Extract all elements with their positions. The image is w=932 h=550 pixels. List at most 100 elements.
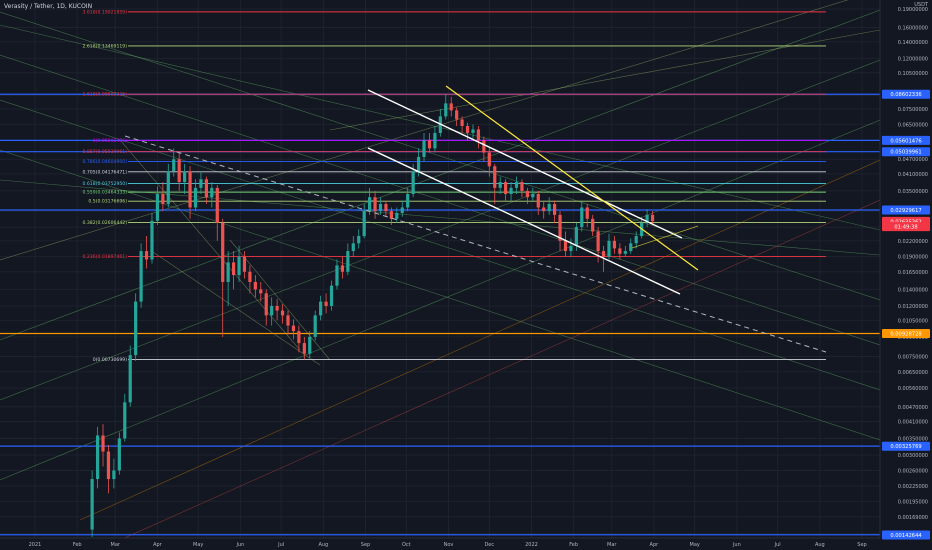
candle-body — [558, 214, 562, 241]
price-label-text: 0.02929617 — [890, 208, 921, 214]
candle-body — [645, 214, 649, 223]
price-tick-label: 0.00225000 — [898, 484, 928, 490]
candle-body — [221, 222, 225, 283]
candle-body — [351, 243, 355, 252]
candle-body — [563, 240, 568, 252]
price-axis[interactable]: 0.19000000 0.16000000 0.14000000 0.12000000… — [898, 7, 928, 537]
time-tick-label: 2022 — [525, 542, 538, 548]
price-label-text: 0.00325769 — [890, 444, 921, 450]
candle-body — [259, 289, 263, 294]
time-tick-label: Nov — [444, 542, 454, 548]
candle-body — [183, 171, 187, 183]
candle-body — [166, 171, 170, 204]
candle-body — [574, 227, 578, 246]
fib-label: 0.5(0.03176696) — [88, 199, 127, 205]
candle-body — [531, 194, 535, 198]
price-tick-label: 0.04700000 — [898, 157, 928, 163]
candle-body — [650, 214, 655, 222]
candle-body — [460, 119, 464, 127]
time-tick-label: Aug — [815, 542, 825, 548]
candle-body — [591, 218, 595, 232]
time-tick-label: Mar — [607, 542, 617, 548]
fib-label: 1.618(0.08602336) — [83, 92, 128, 98]
price-tick-label: 0.14000000 — [898, 40, 928, 46]
candle-body — [313, 315, 317, 337]
candle-body — [406, 194, 410, 208]
price-label-box — [882, 89, 930, 99]
candle-body — [580, 207, 584, 228]
time-tick-label: Feb — [569, 542, 578, 548]
price-tick-label: 0.00410000 — [898, 419, 928, 425]
candle-body — [444, 103, 448, 117]
candle-body — [357, 236, 361, 244]
time-tick-label: Jul — [774, 542, 781, 548]
candle-body — [525, 190, 529, 198]
candle-body — [95, 435, 100, 480]
fib-label: 0.705(0.04176471) — [83, 169, 128, 175]
price-tick-label: 0.01050000 — [898, 318, 928, 324]
candle-body — [427, 140, 432, 149]
time-tick-label: Oct — [402, 542, 411, 548]
candle-body — [389, 211, 393, 219]
grid-lines — [0, 0, 880, 538]
candle-body — [569, 245, 573, 252]
candle-body — [368, 197, 372, 212]
price-tick-label: 0.01200000 — [898, 304, 928, 310]
time-tick-label: Sep — [361, 542, 370, 548]
candle-body — [193, 187, 198, 208]
candle-body — [373, 197, 377, 212]
price-tick-label: 0.12000000 — [898, 56, 928, 62]
time-tick-label: Jul — [277, 542, 284, 548]
candle-body — [248, 271, 252, 283]
candle-body — [237, 256, 241, 276]
candle-body — [161, 194, 165, 204]
time-tick-label: Sep — [857, 542, 866, 548]
fib-label: 0.382(0.02606442) — [83, 220, 128, 226]
candle-body — [144, 251, 149, 260]
time-tick-label: Dec — [484, 542, 494, 548]
trend-lines[interactable] — [124, 85, 827, 353]
candle-body — [471, 129, 475, 133]
candle-body — [188, 171, 192, 208]
candle-body — [542, 207, 546, 212]
candle-body — [264, 293, 268, 316]
fib-label: 0(0.00730699) — [93, 357, 127, 363]
price-tick-label: 0.00350000 — [898, 436, 928, 442]
price-tick-label: 0.04100000 — [898, 172, 928, 178]
price-label-text: 0.05601476 — [890, 138, 921, 144]
fib-label: 0.618(0.03752950) — [83, 181, 128, 187]
pitchfork-line — [0, 59, 880, 401]
time-tick-label: Apr — [153, 542, 163, 548]
price-tick-label: 0.07500000 — [898, 107, 928, 113]
time-axis[interactable]: 2021 Feb Mar Apr May Jun Jul Aug Sep Oct Nov Dec 202… — [29, 542, 867, 548]
candle-body — [286, 315, 290, 326]
pitchfork-line — [0, 119, 880, 481]
candle-body — [204, 179, 208, 198]
time-tick-label: Jun — [235, 542, 244, 548]
time-tick-label: May — [193, 542, 203, 548]
candle-body — [150, 220, 154, 260]
price-tick-label: 0.00195000 — [898, 499, 928, 505]
candle-body — [607, 240, 611, 257]
pitchfork-line — [0, 149, 880, 441]
candle-body — [498, 182, 502, 188]
candle-body — [210, 187, 214, 198]
pitchfork-line — [79, 159, 880, 521]
candle-body — [585, 207, 589, 219]
price-label-box — [882, 441, 930, 451]
channel-bottom-line — [367, 147, 681, 295]
candles — [90, 94, 655, 538]
price-label-text: 0.05039961 — [890, 150, 921, 156]
candle-body — [362, 211, 366, 237]
candle-body — [536, 194, 540, 208]
candle-body — [634, 236, 638, 244]
price-label-box — [882, 329, 930, 339]
price-label-text: 0.00928728 — [890, 332, 921, 338]
price-tick-label: 0.00300000 — [898, 453, 928, 459]
price-tick-label: 0.03500000 — [898, 189, 928, 195]
candle-body — [411, 171, 415, 195]
price-label-text: 01:49:38 — [894, 225, 917, 231]
price-tick-label: 0.01650000 — [898, 270, 928, 276]
